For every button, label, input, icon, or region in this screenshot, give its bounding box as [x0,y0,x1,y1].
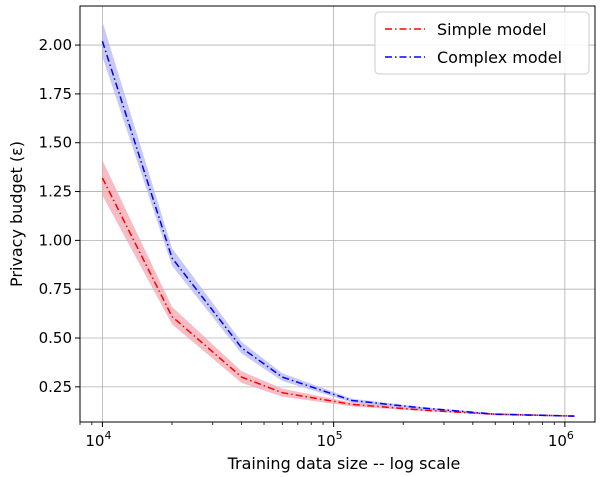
x-axis-ticks: 104 105 106 [79,422,574,450]
y-tick-label: 1.50 [39,134,72,152]
y-tick-label: 0.50 [39,329,72,347]
legend-label-complex: Complex model [437,48,562,67]
x-tick-label: 105 [317,429,343,450]
grid-lines [80,6,595,422]
x-tick-base: 10 [85,432,104,450]
legend-label-simple: Simple model [437,20,547,39]
band-series-1 [102,21,575,417]
x-tick-label: 104 [85,429,111,450]
legend: Simple model Complex model [374,11,590,75]
legend-box [374,11,590,75]
y-tick-label: 0.75 [39,280,72,298]
x-tick-base: 10 [317,432,336,450]
y-tick-label: 1.00 [39,231,72,249]
line-series-0 [101,177,575,417]
x-tick-exponent: 4 [104,429,111,442]
series-lines [101,40,575,417]
x-tick-base: 10 [548,432,567,450]
y-tick-label: 1.75 [39,85,72,103]
x-axis-label: Training data size -- log scale [227,454,461,473]
x-tick-exponent: 5 [336,429,343,442]
x-tick-exponent: 6 [567,429,574,442]
band-series-0 [102,160,575,417]
x-tick-label: 106 [548,429,574,450]
y-tick-label: 1.25 [39,183,72,201]
y-axis-label: Privacy budget (ε) [7,141,26,287]
y-tick-label: 2.00 [39,36,72,54]
confidence-bands [102,21,575,417]
y-axis-ticks: 0.25 0.50 0.75 1.00 1.25 1.50 1.75 2.00 [39,36,80,396]
plot-frame [79,5,596,423]
y-tick-label: 0.25 [39,378,72,396]
line-series-1 [101,40,575,417]
